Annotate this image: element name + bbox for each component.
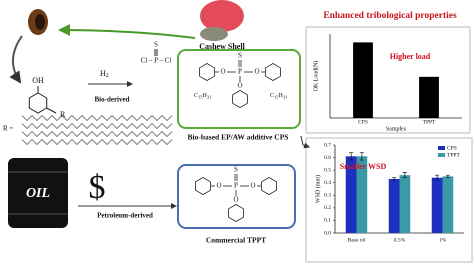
arrow [58, 24, 196, 39]
alkyl-part: H [279, 93, 284, 99]
y-tick-label: 0.7 [324, 142, 331, 148]
bar [345, 156, 357, 233]
alkyl-part: 31 [207, 95, 212, 100]
atom: P [238, 68, 242, 76]
ring [265, 63, 281, 81]
alkyl-part: 31 [283, 95, 288, 100]
pscl-row: Cl – P – Cl [141, 57, 172, 65]
y-tick-label: 0.1 [324, 218, 331, 224]
alkyl-part: H [203, 93, 208, 99]
bar [419, 76, 439, 118]
bio-derived: Bio-derived [95, 96, 130, 104]
y-tick-label: 0.0 [324, 230, 331, 236]
bar [353, 42, 373, 118]
cps-box [177, 49, 301, 129]
h2-sub: 2 [106, 73, 109, 79]
atom: P [234, 182, 238, 190]
annotation: Smaller WSD [340, 162, 387, 171]
y-tick-label: 0.6 [324, 155, 331, 161]
bar [399, 175, 411, 233]
chart-frame [305, 137, 473, 263]
error-bar [392, 177, 397, 181]
y-axis-label: WSD (mm) [314, 175, 321, 203]
error-bar [359, 152, 364, 161]
alkyl-part: 15 [274, 95, 279, 100]
arrow [9, 35, 23, 84]
atom: S [238, 52, 242, 60]
bar [442, 176, 454, 233]
heading: Enhanced tribological properties [323, 11, 457, 21]
arrow [300, 135, 310, 149]
pscl-s: S [154, 41, 158, 49]
atom: O [233, 196, 238, 204]
petroleum: Petroleum-derived [97, 212, 153, 220]
tppt-box [177, 164, 296, 229]
x-tick-label: CPS [358, 119, 368, 125]
alkyl-part: 15 [198, 95, 203, 100]
atom: O [220, 68, 225, 76]
bar [356, 156, 368, 233]
x-tick-label: TPPT [423, 119, 436, 125]
oil: OIL [26, 186, 50, 201]
bond [46, 107, 57, 114]
ring [195, 177, 211, 195]
y-tick-label: 0.5 [324, 167, 331, 173]
reagent: H2 [100, 69, 109, 80]
atom: O [237, 82, 242, 90]
error-bar [435, 174, 440, 181]
tppt-caption: Commercial TPPT [206, 236, 266, 245]
cashew-nut [200, 27, 228, 41]
y-tick-label: 0.2 [324, 205, 331, 211]
atom: O [250, 182, 255, 190]
cashew-label: Cashew Shell [199, 42, 245, 51]
x-axis-label: Samples [386, 126, 407, 132]
legend-label: CPS [447, 145, 457, 151]
x-tick-label: 0.5% [394, 237, 406, 243]
y-tick-label: 0.3 [324, 193, 331, 199]
atom: S [234, 166, 238, 174]
y-axis-label: OK Load(N) [312, 61, 319, 92]
legend-swatch [438, 153, 445, 157]
chart-frame [305, 26, 471, 134]
ring [232, 90, 248, 108]
alkyl-chain [21, 123, 173, 129]
alkyl-part: C [270, 93, 274, 99]
atom: O [216, 182, 221, 190]
error-bar [445, 174, 450, 179]
oh: OH [32, 76, 44, 85]
ring [28, 92, 48, 114]
alkyl-chain [21, 139, 173, 145]
seed-core [35, 14, 45, 30]
alkyl-chain [21, 115, 173, 121]
alkyl-part: C [194, 93, 198, 99]
barrel [8, 158, 68, 228]
legend-label: TPPT [447, 152, 460, 158]
annotation: Higher load [390, 52, 431, 61]
alkyl: C15H31 [270, 93, 287, 99]
x-tick-label: 1% [439, 237, 447, 243]
cps-caption: Bio-based EP/AW additive CPS [188, 133, 289, 142]
h2: H [100, 69, 106, 78]
ring [199, 63, 215, 81]
bar [431, 177, 443, 233]
error-bar [402, 172, 407, 179]
alkyl-chain [21, 131, 173, 137]
bar [388, 178, 400, 233]
atom: O [254, 68, 259, 76]
alkyl: C15H31 [194, 93, 211, 99]
x-tick-label: Base oil [348, 237, 366, 243]
ring [261, 177, 277, 195]
y-tick-label: 0.4 [324, 180, 331, 186]
dollar: $ [89, 169, 106, 206]
legend-swatch [438, 146, 445, 150]
cashew-apple [200, 0, 244, 32]
ring [228, 204, 244, 222]
r: R [60, 110, 66, 119]
error-bar [349, 152, 354, 161]
r-def: R = [3, 125, 13, 133]
